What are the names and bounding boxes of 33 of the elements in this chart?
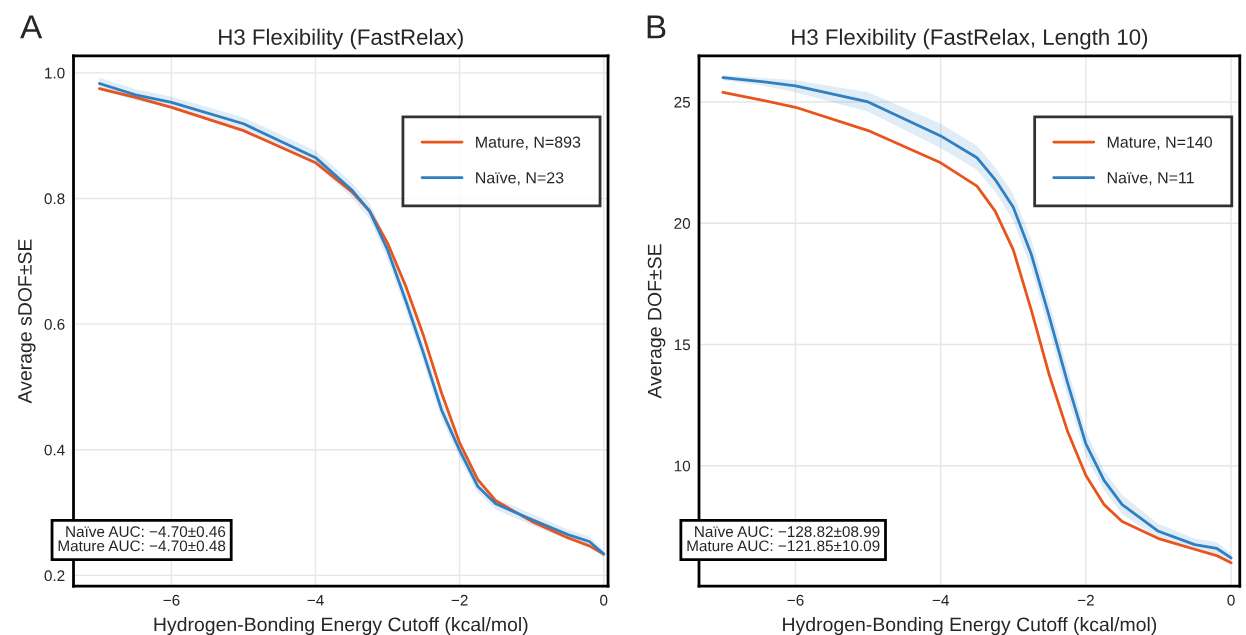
text: A [20, 15, 43, 39]
x-tick-label: 0 [600, 594, 608, 606]
x-tick-label: −6 [787, 594, 804, 606]
annotation: Mature AUC: −4.70±0.48 [58, 540, 226, 552]
x-tick-label: −2 [451, 594, 468, 606]
legend-label: Mature, N=893 [476, 136, 581, 150]
x-tick-label: −4 [932, 595, 949, 606]
annotation: Naïve AUC: −128.82±08.99 [695, 526, 880, 538]
legend-label: Mature, N=140 [1107, 136, 1212, 150]
x-tick-label: −6 [163, 594, 180, 606]
y-tick-label: 20 [674, 218, 691, 229]
x-tick-label: 0 [1227, 594, 1235, 606]
legend-label: Naïve, N=23 [476, 172, 564, 186]
x-tick-label: −2 [1077, 594, 1094, 606]
annotation: Mature AUC: −121.85±10.09 [687, 540, 880, 552]
chart-title: H3 Flexibility (FastRelax) [219, 28, 463, 50]
legend-label: Naïve, N=11 [1107, 172, 1194, 186]
x-axis-title: Hydrogen-Bonding Energy Cutoff (kcal/mol) [154, 617, 528, 635]
y-tick-label: 0.8 [44, 193, 65, 205]
y-tick-label: 0.2 [44, 570, 65, 582]
y-tick-label: 10 [674, 460, 691, 472]
text: B [647, 15, 666, 39]
y-tick-label: 0.6 [44, 319, 65, 330]
y-axis-title: Average DOF±SE [647, 244, 666, 399]
y-tick-label: 15 [674, 339, 691, 351]
x-tick-label: −4 [307, 595, 324, 606]
y-tick-label: 25 [674, 96, 691, 108]
y-axis-title: Average sDOF±SE [18, 239, 36, 404]
annotation: Naïve AUC: −4.70±0.46 [66, 526, 226, 538]
x-axis-title: Hydrogen-Bonding Energy Cutoff (kcal/mol) [783, 617, 1157, 635]
y-tick-label: 1.0 [45, 67, 65, 79]
chart-title: H3 Flexibility (FastRelax, Length 10) [792, 28, 1148, 50]
y-tick-label: 0.4 [44, 444, 65, 456]
